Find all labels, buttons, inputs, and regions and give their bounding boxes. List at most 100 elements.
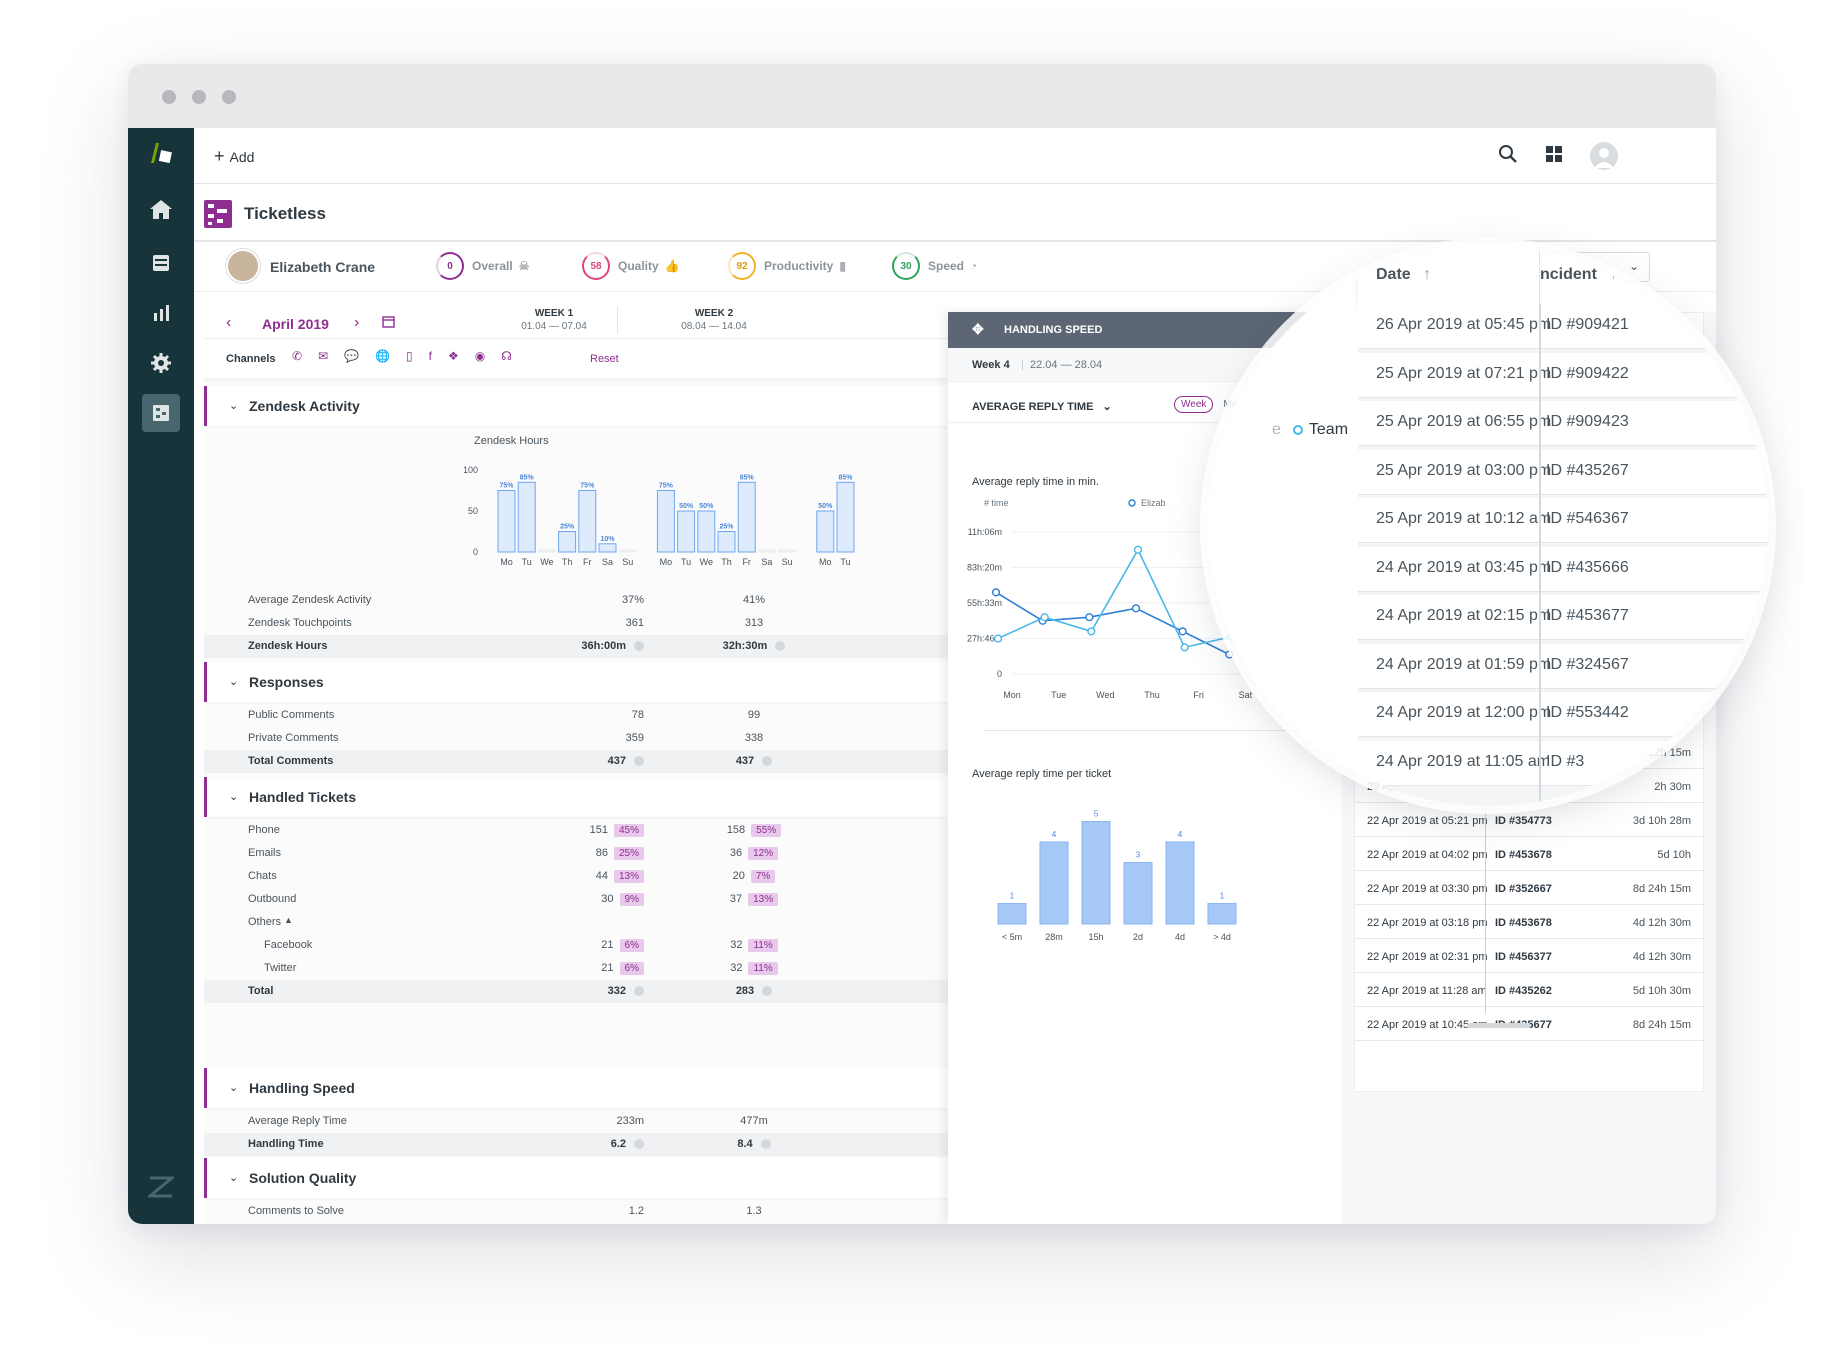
twitter-channel-icon[interactable]: ❖ bbox=[447, 349, 459, 363]
home-icon[interactable] bbox=[142, 190, 180, 228]
window-dot[interactable] bbox=[192, 90, 206, 104]
percent-tag: 13% bbox=[613, 870, 644, 883]
reporting-icon[interactable] bbox=[142, 294, 180, 332]
add-button[interactable]: + Add bbox=[214, 146, 254, 167]
date-column-header[interactable]: Date ↑ bbox=[1376, 266, 1431, 284]
section-handling-speed[interactable]: ⌄ Handling Speed bbox=[204, 1068, 948, 1108]
score-speed[interactable]: 30 Speed ◔ bbox=[892, 252, 977, 280]
bar-value-label: 75% bbox=[499, 483, 514, 490]
add-label: Add bbox=[229, 148, 255, 165]
table-row[interactable]: 25 Apr 2019 at 07:21 pm ID #909422 bbox=[1358, 352, 1768, 398]
table-row[interactable]: 22 Apr 2019 at 04:02 pm ID #453678 5d 10h bbox=[1355, 839, 1705, 871]
incident-column-header[interactable]: ncident ↑ bbox=[1540, 266, 1617, 284]
section-solution-quality[interactable]: ⌄ Solution Quality bbox=[204, 1158, 948, 1198]
headset-channel-icon[interactable]: ☊ bbox=[501, 349, 512, 363]
calendar-icon[interactable] bbox=[382, 315, 395, 333]
facebook-channel-icon[interactable]: f bbox=[428, 349, 432, 363]
section-zendesk-activity[interactable]: ⌄ Zendesk Activity bbox=[204, 386, 948, 426]
percent-tag: 55% bbox=[751, 824, 782, 837]
table-row[interactable]: 24 Apr 2019 at 02:15 pm ID #453677 bbox=[1358, 595, 1768, 640]
lens-table-header: Date ↑ ncident ↑ bbox=[1358, 246, 1768, 304]
section-responses[interactable]: ⌄ Responses bbox=[204, 662, 948, 702]
legend-label: Team bbox=[1308, 421, 1349, 438]
section-title: Handling Speed bbox=[249, 1080, 355, 1096]
report-controls: ‹ April 2019 › WEEK 1 01.04 — 07.04 WEEK… bbox=[204, 300, 948, 378]
table-row[interactable]: 24 Apr 2019 at 12:00 pm ID #553442 bbox=[1358, 692, 1768, 737]
bar bbox=[578, 490, 597, 553]
bar-value-label: 50% bbox=[679, 503, 694, 510]
table-row[interactable]: 22 Apr 2019 at 11:28 am ID #435262 5d 10h … bbox=[1355, 975, 1705, 1007]
table-row: Average Reply Time 233m 477m bbox=[248, 1115, 768, 1127]
table-row[interactable]: 22 Apr 2019 at 02:31 pm ID #456377 4d 12h … bbox=[1355, 941, 1705, 973]
metric-dropdown[interactable]: AVERAGE REPLY TIME ⌄ bbox=[972, 400, 1112, 413]
score-productivity[interactable]: 92 Productivity ▮ bbox=[728, 252, 846, 280]
prev-month-chevron-icon[interactable]: ‹ bbox=[226, 314, 232, 331]
phone-channel-icon[interactable]: ✆ bbox=[292, 349, 303, 363]
score-overall[interactable]: 0 Overall ☠ bbox=[436, 252, 529, 280]
bar bbox=[558, 531, 577, 553]
legend-label: Elizab bbox=[1141, 498, 1166, 508]
zendesk-logo-icon[interactable] bbox=[142, 134, 180, 172]
bar bbox=[1123, 862, 1153, 925]
percent-tag: 13% bbox=[748, 893, 779, 906]
table-row[interactable]: 24 Apr 2019 at 03:45 pm ID #435666 bbox=[1358, 546, 1768, 592]
search-icon[interactable] bbox=[1498, 144, 1518, 169]
web-channel-icon[interactable]: 🌐 bbox=[375, 349, 391, 363]
table-row[interactable]: 25 Apr 2019 at 10:12 am ID #546367 bbox=[1358, 498, 1768, 543]
week-range: 22.04 — 28.04 bbox=[1030, 359, 1103, 371]
table-row: Total 332 283 bbox=[204, 980, 948, 1003]
y-tick-label: 83h:20m bbox=[967, 563, 1002, 573]
drag-move-icon[interactable]: ✥ bbox=[972, 321, 984, 337]
bar-chart-icon: ▮ bbox=[839, 259, 846, 273]
views-icon[interactable] bbox=[142, 244, 180, 282]
y-tick-label: 55h:33m bbox=[967, 598, 1002, 608]
table-row[interactable]: 22 Apr 2019 at 03:30 pm ID #352667 8d 24h … bbox=[1355, 873, 1705, 905]
x-tick-label: Tu bbox=[681, 557, 691, 567]
table-row[interactable]: 25 Apr 2019 at 03:00 pm ID #435267 bbox=[1358, 449, 1768, 495]
score-ring: 0 bbox=[436, 252, 464, 280]
data-point bbox=[993, 634, 1003, 643]
table-row[interactable]: 25 Apr 2019 at 06:55 pm ID #909423 bbox=[1358, 401, 1768, 446]
window-dot[interactable] bbox=[162, 90, 176, 104]
user-avatar[interactable] bbox=[1590, 142, 1618, 170]
chevron-down-icon: ⌄ bbox=[229, 1082, 239, 1094]
email-channel-icon[interactable]: ✉ bbox=[318, 349, 329, 363]
percent-tag: 9% bbox=[619, 893, 644, 906]
table-row[interactable]: 22 Apr 2019 at 05:21 pm ID #354773 3d 10h … bbox=[1355, 805, 1705, 837]
percent-tag: 12% bbox=[748, 847, 779, 860]
y-tick-label: 100 bbox=[464, 465, 478, 475]
x-tick-label: Fri bbox=[1193, 690, 1204, 700]
horizontal-scrollbar[interactable] bbox=[1467, 1023, 1531, 1028]
pie-icon bbox=[762, 986, 773, 997]
week-2-header[interactable]: WEEK 2 08.04 — 14.04 bbox=[644, 308, 784, 332]
y-tick-label: 0 bbox=[473, 547, 478, 557]
sort-up-arrow-icon: ↑ bbox=[1423, 266, 1432, 283]
table-row[interactable]: 24 Apr 2019 at 01:59 pm ID #324567 bbox=[1358, 643, 1768, 689]
window-dot[interactable] bbox=[222, 90, 236, 104]
ticketless-app-icon[interactable] bbox=[142, 394, 180, 432]
pie-icon bbox=[775, 641, 786, 652]
mobile-channel-icon[interactable]: ▯ bbox=[406, 349, 413, 363]
week-1-header[interactable]: WEEK 1 01.04 — 07.04 bbox=[484, 308, 624, 332]
settings-gear-icon[interactable] bbox=[142, 344, 180, 382]
x-tick-label: Tue bbox=[1051, 690, 1066, 700]
bar bbox=[997, 903, 1027, 925]
chevron-down-icon: ⌄ bbox=[1102, 401, 1112, 413]
table-row[interactable]: 24 Apr 2019 at 11:05 am ID #3 bbox=[1358, 740, 1768, 786]
x-tick-label: Wed bbox=[1096, 690, 1114, 700]
reset-button[interactable]: Reset bbox=[590, 353, 619, 365]
table-row[interactable]: 22 Apr 2019 at 03:18 pm ID #453678 4d 12h … bbox=[1355, 907, 1705, 939]
bar bbox=[618, 549, 637, 553]
score-quality[interactable]: 58 Quality 👍 bbox=[582, 252, 680, 280]
table-row[interactable]: Others ▲ bbox=[248, 915, 293, 928]
bar-value-label: 25% bbox=[560, 524, 575, 531]
api-channel-icon[interactable]: ◉ bbox=[474, 349, 486, 363]
table-row: Phone 151 45% 158 55% bbox=[204, 819, 948, 842]
next-month-chevron-icon[interactable]: › bbox=[354, 314, 360, 331]
apps-grid-icon[interactable] bbox=[1545, 145, 1563, 168]
chat-channel-icon[interactable]: 💬 bbox=[344, 349, 360, 363]
table-row[interactable]: 26 Apr 2019 at 05:45 pm ID #909421 bbox=[1358, 304, 1768, 349]
table-row: Zendesk Touchpoints 361 313 bbox=[248, 617, 764, 629]
section-handled-tickets[interactable]: ⌄ Handled Tickets bbox=[204, 777, 948, 817]
app-title: Ticketless bbox=[244, 204, 326, 223]
